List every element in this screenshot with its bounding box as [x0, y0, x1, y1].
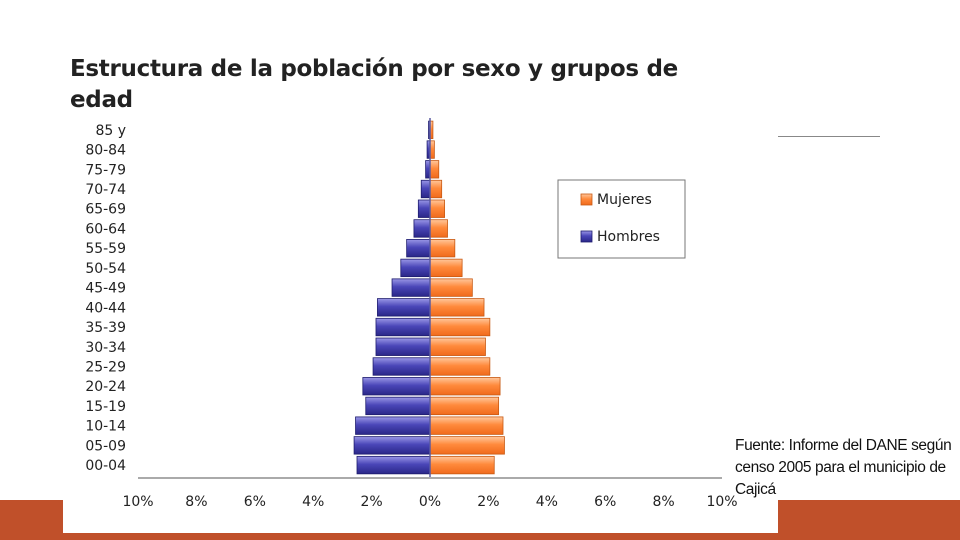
bar-mujeres-15	[429, 416, 504, 435]
category-label: 15-19	[85, 399, 126, 415]
legend-label-mujeres: Mujeres	[597, 192, 652, 208]
category-labels: 85 y 80-84 75-79 70-74 65-69 60-64 55-59 50-54 4…	[85, 123, 126, 474]
legend-label-hombres: Hombres	[597, 229, 660, 245]
x-tick-label: 0%	[419, 494, 441, 510]
bar-mujeres-2	[429, 160, 440, 179]
category-label: 55-59	[85, 241, 126, 257]
bar-hombres-15	[355, 416, 431, 435]
legend: Mujeres Hombres	[557, 179, 686, 259]
bar-hombres-9	[377, 298, 431, 317]
bar-hombres-6	[406, 239, 431, 258]
bar-hombres-8	[391, 278, 431, 297]
category-label: 70-74	[85, 182, 126, 198]
x-tick-label: 10%	[706, 494, 737, 510]
x-tick-label: 8%	[185, 494, 207, 510]
category-label: 35-39	[85, 320, 126, 336]
bar-hombres-11	[375, 337, 431, 356]
bar-hombres-13	[362, 377, 431, 396]
x-tick-label: 8%	[652, 494, 674, 510]
bar-hombres-16	[353, 436, 431, 455]
bar-mujeres-10	[429, 317, 491, 337]
source-note: Fuente: Informe del DANE según censo 200…	[735, 437, 952, 498]
bar-mujeres-16	[429, 436, 505, 455]
category-label: 40-44	[85, 300, 126, 316]
category-label: 65-69	[85, 202, 126, 218]
legend-swatch-mujeres	[580, 193, 593, 206]
bar-mujeres-6	[429, 239, 456, 258]
bar-mujeres-13	[429, 377, 501, 396]
category-label: 20-24	[85, 379, 126, 395]
bar-mujeres-11	[429, 337, 486, 356]
category-label: 80-84	[85, 143, 126, 159]
category-label: 30-34	[85, 340, 126, 356]
bar-hombres-10	[375, 317, 431, 337]
bar-hombres-17	[356, 455, 431, 475]
bar-mujeres-7	[429, 258, 463, 278]
category-label: 10-14	[85, 419, 126, 435]
category-label: 25-29	[85, 360, 126, 376]
bar-mujeres-4	[429, 199, 446, 218]
x-tick-labels: 10% 8% 6% 4% 2% 0% 2% 4% 6% 8% 10%	[122, 494, 737, 510]
bar-mujeres-12	[429, 357, 491, 376]
bar-mujeres-9	[429, 298, 485, 317]
x-tick-label: 2%	[360, 494, 382, 510]
category-label: 85 y	[95, 123, 126, 139]
decorative-line	[778, 136, 880, 137]
bar-hombres-5	[413, 219, 431, 238]
bar-hombres-4	[417, 199, 431, 218]
category-label: 50-54	[85, 261, 126, 277]
x-tick-label: 10%	[122, 494, 153, 510]
x-tick-label: 2%	[477, 494, 499, 510]
bar-hombres-12	[372, 357, 431, 376]
chart-title: Estructura de la población por sexo y gr…	[70, 56, 678, 113]
x-tick-label: 4%	[536, 494, 558, 510]
category-label: 45-49	[85, 281, 126, 297]
legend-box	[557, 179, 686, 259]
bar-mujeres-3	[429, 179, 443, 199]
x-tick-label: 4%	[302, 494, 324, 510]
category-label: 05-09	[85, 438, 126, 454]
x-tick-label: 6%	[594, 494, 616, 510]
bar-hombres-14	[365, 396, 431, 416]
bar-mujeres-14	[429, 396, 500, 416]
category-label: 75-79	[85, 162, 126, 178]
category-label: 00-04	[85, 458, 126, 474]
bar-mujeres-17	[429, 455, 495, 475]
bar-hombres-3	[420, 179, 431, 199]
category-label: 60-64	[85, 221, 126, 237]
bar-hombres-7	[400, 258, 431, 278]
bar-mujeres-8	[429, 278, 473, 297]
legend-swatch-hombres	[580, 230, 593, 243]
bars-layer	[353, 120, 505, 475]
bar-mujeres-5	[429, 219, 448, 238]
x-tick-label: 6%	[244, 494, 266, 510]
